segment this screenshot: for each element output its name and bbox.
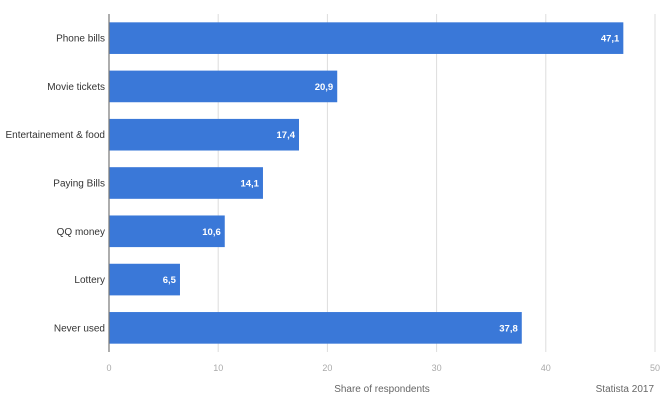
x-axis-title: Share of respondents <box>334 384 430 395</box>
category-label: Entertainement & food <box>5 130 105 141</box>
bar <box>109 263 180 296</box>
category-label: Never used <box>54 323 105 334</box>
x-tick-label: 0 <box>106 363 111 373</box>
bar <box>109 70 338 103</box>
bar <box>109 312 522 344</box>
bar <box>109 167 263 199</box>
category-label: QQ money <box>57 227 105 238</box>
gridlines <box>217 14 656 352</box>
value-label: 20,9 <box>315 82 334 93</box>
x-tick-label: 50 <box>650 363 660 373</box>
value-label: 47,1 <box>601 34 620 45</box>
bars: Phone bills 47,1 Movie tickets 20,9 Entertai… <box>5 22 624 344</box>
x-tick-label: 10 <box>213 363 223 373</box>
category-label: Movie tickets <box>47 82 105 93</box>
category-label: Lottery <box>74 275 105 286</box>
value-label: 14,1 <box>240 179 259 190</box>
value-label: 10,6 <box>202 227 221 238</box>
x-tick-label: 30 <box>432 363 442 373</box>
x-tick-labels: 0 10 20 30 40 50 <box>106 363 660 373</box>
bar <box>109 215 225 248</box>
value-label: 6,5 <box>163 275 177 286</box>
category-label: Phone bills <box>56 34 105 45</box>
x-tick-label: 20 <box>322 363 332 373</box>
bar <box>109 22 624 54</box>
category-label: Paying Bills <box>53 179 105 190</box>
value-label: 17,4 <box>277 130 296 141</box>
bar <box>109 118 300 151</box>
value-label: 37,8 <box>499 323 518 334</box>
statista-credit: Statista 2017 <box>596 384 655 395</box>
x-tick-label: 40 <box>541 363 551 373</box>
